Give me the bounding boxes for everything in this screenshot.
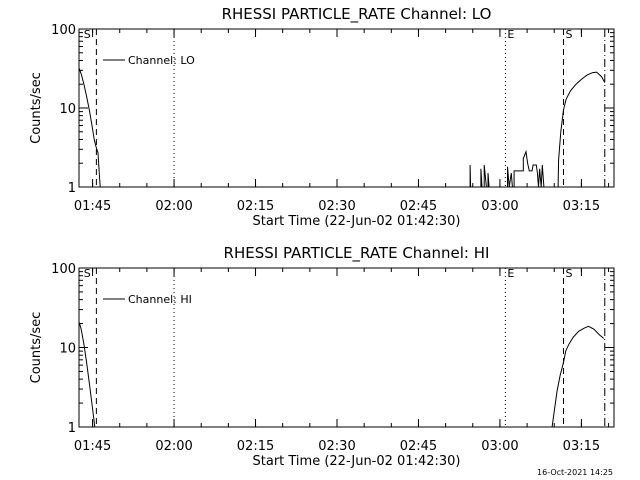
event-marker-label: E <box>507 28 514 41</box>
y-tick-label: 1 <box>68 421 76 436</box>
legend-label: Channel: HI <box>128 293 192 306</box>
x-tick-label: 02:00 <box>155 199 192 214</box>
x-tick-label: 02:30 <box>318 439 355 454</box>
x-axis-label: Start Time (22-Jun-02 01:42:30) <box>253 214 461 229</box>
data-series-line <box>469 164 472 188</box>
x-tick-label: 01:45 <box>74 439 111 454</box>
data-series-line <box>551 325 605 428</box>
data-series-line <box>480 164 490 188</box>
x-tick-label: 02:00 <box>155 439 192 454</box>
chart-title: RHESSI PARTICLE_RATE Channel: LO <box>222 5 492 24</box>
event-marker-label: E <box>507 267 514 280</box>
x-tick-label: 03:15 <box>563 199 600 214</box>
legend-label: Channel: LO <box>128 54 195 67</box>
y-tick-label: 10 <box>59 342 76 357</box>
y-tick-label: 10 <box>59 102 76 117</box>
event-marker-label: S <box>84 267 91 280</box>
data-series-line <box>78 67 101 188</box>
x-tick-label: 03:00 <box>481 199 518 214</box>
y-tick-label: 1 <box>68 181 76 196</box>
data-series-line <box>507 149 545 188</box>
event-marker-label: S <box>565 28 572 41</box>
event-marker-label: S <box>565 267 572 280</box>
x-tick-label: 02:45 <box>400 199 437 214</box>
x-axis-label: Start Time (22-Jun-02 01:42:30) <box>253 454 461 469</box>
y-tick-label: 100 <box>51 23 76 38</box>
x-tick-label: 03:00 <box>481 439 518 454</box>
event-marker-label: S <box>84 28 91 41</box>
x-tick-label: 02:30 <box>318 199 355 214</box>
x-tick-label: 03:15 <box>563 439 600 454</box>
data-series-line <box>78 321 96 428</box>
y-axis-label: Counts/sec <box>29 312 44 384</box>
x-tick-label: 01:45 <box>74 199 111 214</box>
y-tick-label: 100 <box>51 262 76 277</box>
footer-timestamp: 16-Oct-2021 14:25 <box>537 468 613 477</box>
chart-title: RHESSI PARTICLE_RATE Channel: HI <box>224 244 490 263</box>
x-tick-label: 02:45 <box>400 439 437 454</box>
x-tick-label: 02:15 <box>237 199 274 214</box>
data-series-line <box>557 71 606 188</box>
panel-lo: RHESSI PARTICLE_RATE Channel: LO 01:45 02:… <box>29 5 615 229</box>
panel-hi: RHESSI PARTICLE_RATE Channel: HI 01:45 02:… <box>29 244 615 469</box>
x-tick-label: 02:15 <box>237 439 274 454</box>
y-axis-label: Counts/sec <box>29 72 44 144</box>
